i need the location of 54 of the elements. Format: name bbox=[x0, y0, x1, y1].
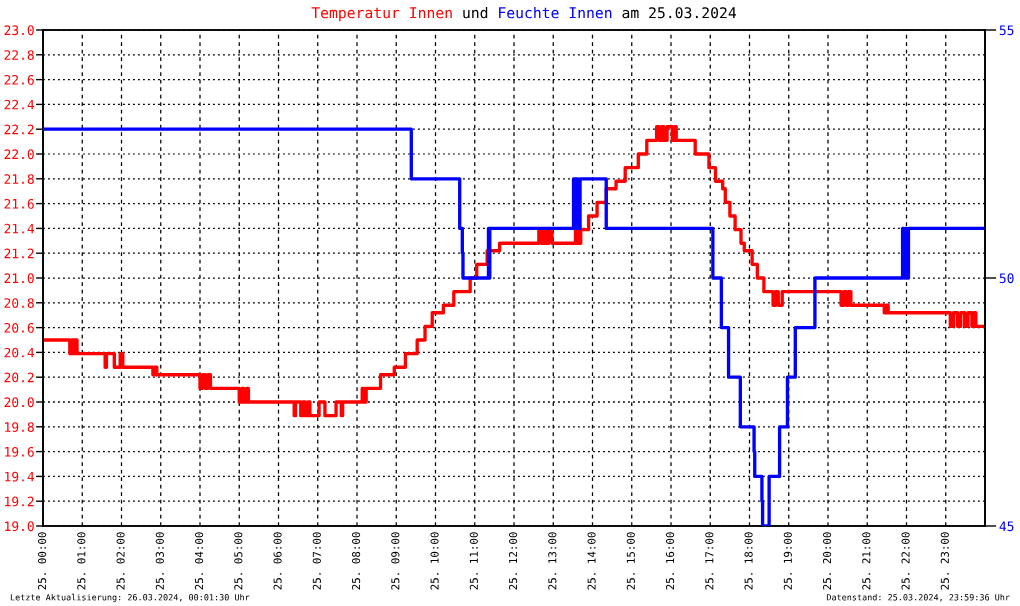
x-tick-label: 25. 15:00 bbox=[626, 532, 635, 590]
y-tick-label: 22.6 bbox=[4, 74, 34, 85]
y-tick-label: 21.4 bbox=[4, 223, 35, 234]
text: Letzte Aktualisierung: 26.03.2024, 00:01:30 Uhr bbox=[10, 593, 250, 603]
x-tick-label: 25. 01:00 bbox=[77, 532, 86, 590]
y-tick-label: 21.6 bbox=[4, 198, 34, 209]
y-tick-label: 19.0 bbox=[5, 521, 34, 532]
text: und bbox=[463, 6, 488, 19]
x-tick-label: 25. 18:00 bbox=[744, 532, 753, 590]
y-tick-label: 23.0 bbox=[4, 25, 34, 36]
x-tick-label: 25. 07:00 bbox=[312, 532, 321, 590]
x-tick-label: 25. 06:00 bbox=[273, 532, 282, 590]
y-tick-label: 19.4 bbox=[5, 471, 35, 482]
x-tick-label: 25. 00:00 bbox=[37, 532, 47, 590]
y-tick-label: 20.2 bbox=[4, 372, 34, 383]
x-tick-label: 25. 04:00 bbox=[194, 532, 204, 590]
y-tick-label: 19.8 bbox=[5, 422, 34, 432]
x-tick-label: 25. 13:00 bbox=[548, 532, 557, 590]
text: Datenstand: 25.03.2024, 23:59:36 Uhr bbox=[826, 593, 1010, 602]
chart-title: am 25.03.2024 bbox=[622, 7, 737, 19]
x-tick-label: 25. 10:00 bbox=[430, 532, 439, 590]
x-tick-label: 25. 03:00 bbox=[155, 532, 164, 590]
y-tick-label: 19.2 bbox=[5, 496, 34, 507]
x-tick-label: 25. 11:00 bbox=[469, 532, 478, 590]
x-tick-label: 25. 08:00 bbox=[351, 532, 361, 590]
y-tick-label: 22.2 bbox=[4, 124, 34, 135]
x-tick-label: 25. 20:00 bbox=[822, 532, 832, 590]
x-tick-label: 25. 22:00 bbox=[901, 532, 910, 590]
x-tick-label: 25. 05:00 bbox=[234, 532, 243, 590]
y-tick-label: 22.8 bbox=[4, 50, 34, 60]
x-tick-label: 25. 14:00 bbox=[587, 532, 596, 590]
x-tick-label: 25. 12:00 bbox=[508, 532, 518, 590]
y-tick-label: 21.8 bbox=[4, 174, 34, 184]
text: Feuchte Innen bbox=[499, 6, 612, 19]
x-tick-label: 25. 19:00 bbox=[783, 532, 792, 590]
x-tick-label: 25. 21:00 bbox=[862, 532, 871, 590]
y2-tick-label: 50 bbox=[999, 273, 1014, 284]
y-tick-label: 22.0 bbox=[4, 149, 34, 160]
x-tick-label: 25. 09:00 bbox=[391, 532, 400, 590]
y2-tick-label: 55 bbox=[999, 25, 1014, 36]
x-tick-label: 25. 23:00 bbox=[940, 532, 949, 590]
text: Temperatur Innen bbox=[311, 7, 452, 22]
y-tick-label: 20.6 bbox=[4, 322, 34, 333]
y-tick-label: 19.6 bbox=[5, 446, 34, 457]
y-tick-label: 20.8 bbox=[4, 298, 34, 308]
x-tick-label: 25. 02:00 bbox=[116, 532, 125, 590]
y-tick-label: 20.0 bbox=[4, 397, 34, 408]
y-tick-label: 22.4 bbox=[4, 99, 35, 110]
x-tick-label: 25. 17:00 bbox=[705, 532, 714, 590]
y-tick-label: 21.0 bbox=[4, 273, 34, 284]
x-tick-label: 25. 16:00 bbox=[665, 532, 675, 590]
y-tick-label: 20.4 bbox=[4, 347, 35, 358]
y2-tick-label: 45 bbox=[999, 521, 1014, 532]
y-tick-label: 21.2 bbox=[4, 248, 34, 259]
